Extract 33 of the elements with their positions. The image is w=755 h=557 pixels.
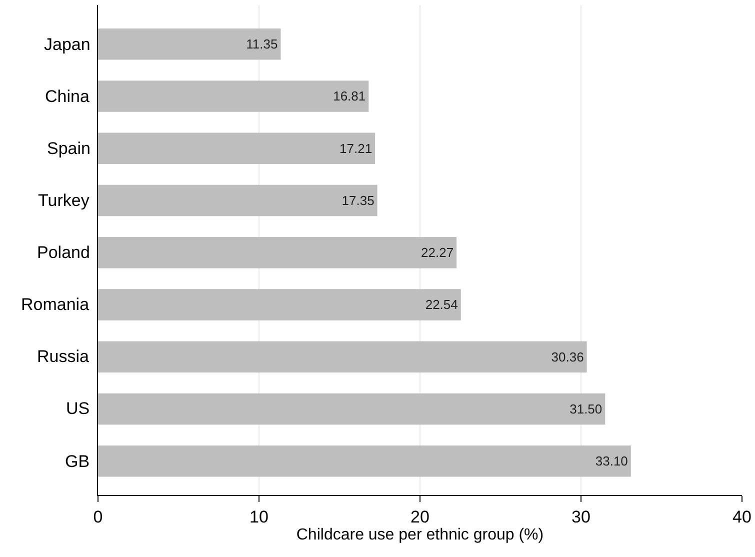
- y-tick-label: Russia: [37, 347, 90, 366]
- bar: [98, 236, 457, 268]
- bar: [98, 28, 281, 60]
- data-label: 22.54: [425, 297, 458, 312]
- bar: [98, 132, 376, 164]
- y-tick-label: Romania: [21, 295, 90, 314]
- bar: [98, 393, 606, 425]
- data-label: 11.35: [246, 36, 278, 52]
- y-tick-label: GB: [65, 452, 90, 471]
- bar: [98, 445, 631, 477]
- data-label: 30.36: [551, 349, 584, 364]
- y-tick-label: US: [66, 399, 90, 418]
- bar: [98, 80, 369, 112]
- x-axis-title: Childcare use per ethnic group (%): [296, 526, 544, 544]
- y-tick-label: Spain: [47, 139, 90, 158]
- x-tick-label: 30: [572, 507, 590, 526]
- bar: [98, 184, 378, 216]
- x-tick-label: 40: [732, 507, 752, 526]
- data-label: 17.35: [342, 192, 374, 208]
- x-tick-label: 20: [410, 507, 430, 526]
- y-tick-label: Turkey: [38, 191, 90, 210]
- data-label: 33.10: [595, 454, 628, 469]
- x-tick-label: 0: [93, 507, 103, 526]
- data-label: 16.81: [333, 88, 366, 104]
- x-tick-label: 10: [250, 507, 268, 526]
- data-label: 22.27: [421, 245, 454, 260]
- data-label: 31.50: [570, 401, 602, 416]
- y-tick-label: Poland: [37, 243, 90, 262]
- bar: [98, 289, 461, 320]
- bar: [98, 341, 587, 372]
- data-label: 17.21: [340, 140, 372, 156]
- y-tick-label: China: [45, 87, 90, 106]
- y-tick-label: Japan: [44, 35, 90, 54]
